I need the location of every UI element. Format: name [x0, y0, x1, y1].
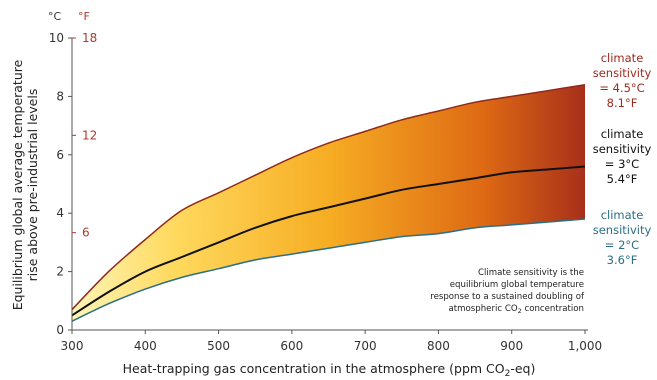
- svg-text:climate: climate: [601, 127, 644, 141]
- label-mid-sensitivity: climate sensitivity = 3°C 5.4°F: [593, 127, 652, 186]
- y-tick-label-c: 10: [49, 31, 64, 45]
- x-tick-label: 600: [280, 339, 303, 353]
- svg-text:climate: climate: [601, 208, 644, 222]
- series-line-sensitivity-3c: [71, 165, 586, 317]
- x-tick-label: 400: [134, 339, 157, 353]
- y-axis-title: Equilibrium global average temperature: [10, 59, 25, 310]
- svg-text:8.1°F: 8.1°F: [607, 96, 638, 110]
- x-axis-title: Heat-trapping gas concentration in the a…: [123, 361, 536, 379]
- svg-text:climate: climate: [601, 51, 644, 65]
- svg-text:atmospheric CO2 concentration: atmospheric CO2 concentration: [449, 304, 584, 315]
- sensitivity-range-band: [72, 84, 585, 322]
- svg-text:equilibrium global temperature: equilibrium global temperature: [450, 280, 584, 290]
- y-tick-label-c: 2: [56, 265, 64, 279]
- unit-c-label: °C: [48, 10, 62, 23]
- y-tick-label-c: 6: [56, 148, 64, 162]
- x-tick-label: 300: [61, 339, 84, 353]
- svg-text:5.4°F: 5.4°F: [607, 172, 638, 186]
- unit-f-label: °F: [78, 10, 90, 23]
- svg-text:sensitivity: sensitivity: [593, 142, 652, 156]
- y-tick-label-c: 0: [56, 323, 64, 337]
- x-tick-label: 900: [500, 339, 523, 353]
- svg-text:response to a sustained doubli: response to a sustained doubling of: [430, 292, 585, 302]
- x-axis-ticks: 300 400 500 600 700 800 900 1,000: [61, 330, 602, 353]
- y-tick-label-f: 12: [82, 128, 97, 142]
- label-high-sensitivity: climate sensitivity = 4.5°C 8.1°F: [593, 51, 652, 110]
- y-tick-label-c: 8: [56, 89, 64, 103]
- y-tick-label-c: 4: [56, 206, 64, 220]
- y-axis-title-line2: rise above pre-industrial levels: [25, 89, 40, 282]
- x-tick-label: 500: [207, 339, 230, 353]
- svg-text:3.6°F: 3.6°F: [607, 253, 638, 267]
- x-tick-label: 800: [427, 339, 450, 353]
- svg-text:Climate sensitivity is the: Climate sensitivity is the: [478, 268, 584, 278]
- climate-sensitivity-note: Climate sensitivity is the equilibrium g…: [430, 268, 585, 315]
- y-tick-label-f: 18: [82, 31, 97, 45]
- svg-text:sensitivity: sensitivity: [593, 66, 652, 80]
- y-axis-ticks: 0 2 4 6 8 10 6 12 18: [49, 31, 98, 337]
- x-tick-label: 700: [354, 339, 377, 353]
- svg-text:= 4.5°C: = 4.5°C: [599, 81, 644, 95]
- svg-text:= 2°C: = 2°C: [605, 238, 639, 252]
- svg-text:sensitivity: sensitivity: [593, 223, 652, 237]
- svg-text:= 3°C: = 3°C: [605, 157, 639, 171]
- series-line-sensitivity-4-5c: [71, 83, 586, 311]
- label-low-sensitivity: climate sensitivity = 2°C 3.6°F: [593, 208, 652, 267]
- y-tick-label-f: 6: [82, 226, 90, 240]
- x-tick-label: 1,000: [568, 339, 602, 353]
- series-line-sensitivity-2c: [71, 218, 586, 322]
